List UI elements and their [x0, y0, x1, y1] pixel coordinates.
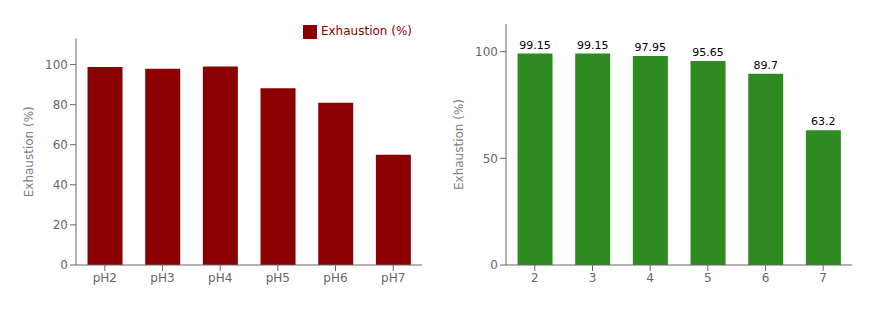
svg-text:2: 2 [531, 271, 539, 285]
svg-text:7: 7 [819, 271, 827, 285]
svg-text:pH3: pH3 [150, 271, 174, 285]
svg-text:99.15: 99.15 [577, 39, 609, 52]
svg-text:pH5: pH5 [266, 271, 290, 285]
svg-text:Exhaustion (%): Exhaustion (%) [452, 99, 466, 190]
svg-text:97.95: 97.95 [635, 41, 667, 54]
svg-text:6: 6 [762, 271, 770, 285]
svg-text:4: 4 [646, 271, 654, 285]
svg-text:20: 20 [53, 218, 68, 232]
svg-text:pH4: pH4 [208, 271, 232, 285]
svg-text:100: 100 [475, 45, 498, 59]
svg-text:50: 50 [483, 152, 498, 166]
svg-text:89.7: 89.7 [753, 59, 778, 72]
svg-text:Exhaustion (%): Exhaustion (%) [22, 106, 36, 197]
html-text:Exhaustion (%): Exhaustion (%) [320, 24, 412, 38]
svg-text:40: 40 [53, 178, 68, 192]
svg-text:5: 5 [704, 271, 712, 285]
svg-text:80: 80 [53, 98, 68, 112]
svg-text:99.15: 99.15 [519, 39, 551, 52]
svg-text:60: 60 [53, 138, 68, 152]
svg-text:pH2: pH2 [93, 271, 117, 285]
svg-text:3: 3 [589, 271, 597, 285]
svg-text:pH7: pH7 [381, 271, 405, 285]
svg-text:100: 100 [45, 58, 68, 72]
svg-text:pH6: pH6 [323, 271, 347, 285]
svg-text:95.65: 95.65 [692, 46, 724, 59]
svg-text:0: 0 [490, 258, 498, 272]
svg-text:63.2: 63.2 [811, 115, 836, 128]
svg-text:0: 0 [60, 258, 68, 272]
